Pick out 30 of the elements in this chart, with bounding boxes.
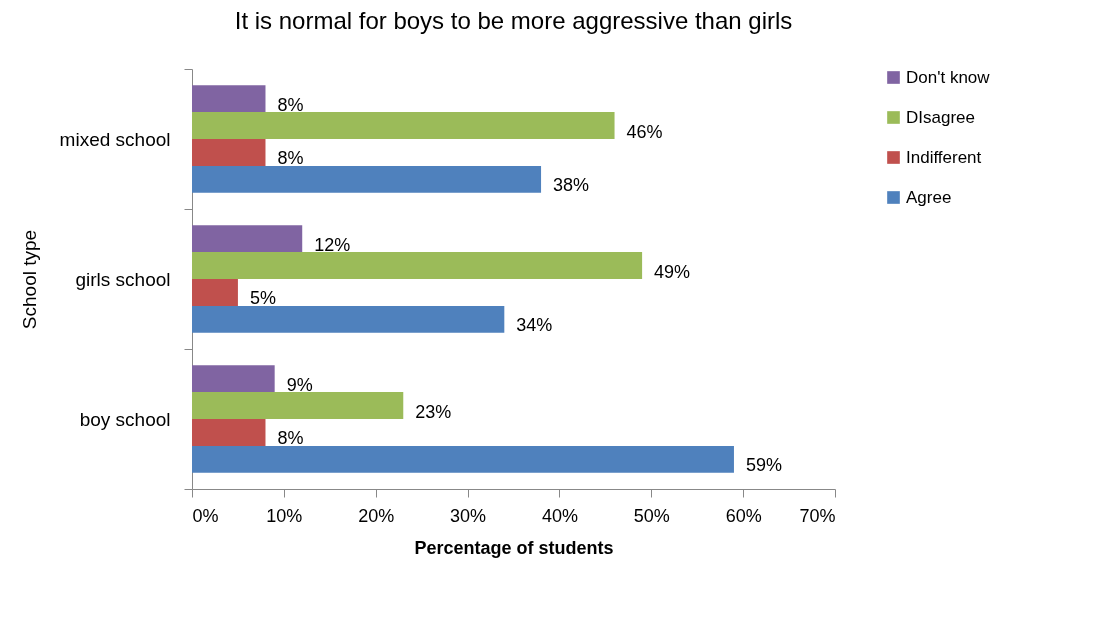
chart-title: It is normal for boys to be more aggressive than girls (234, 7, 793, 34)
x-axis-title: Percentage of students (414, 537, 614, 558)
y-axis-title: School type (18, 229, 40, 330)
data-label: 8% (277, 148, 304, 169)
x-tick-label: 30% (450, 505, 487, 526)
data-label: 12% (314, 234, 351, 255)
x-tick-label: 10% (266, 505, 303, 526)
data-label: 9% (286, 374, 313, 395)
data-label: 8% (277, 428, 304, 449)
legend-label: Don't know (906, 67, 991, 87)
legend-label: Indifferent (906, 147, 982, 167)
y-tick-label: girls school (75, 268, 171, 290)
legend-label: Agree (906, 187, 952, 207)
data-label: 49% (654, 261, 691, 282)
x-tick-label: 70% (799, 505, 836, 526)
legend-label: DIsagree (906, 107, 975, 127)
x-tick-label: 50% (633, 505, 670, 526)
data-label: 8% (277, 94, 304, 115)
x-tick-label: 60% (725, 505, 762, 526)
data-label: 59% (745, 455, 782, 476)
y-tick-label: mixed school (59, 128, 171, 150)
y-tick-label: boy school (79, 408, 171, 430)
data-label: 34% (516, 315, 553, 336)
data-label: 38% (553, 175, 590, 196)
data-label: 5% (249, 288, 276, 309)
x-tick-label: 40% (541, 505, 578, 526)
x-tick-label: 0% (192, 505, 219, 526)
data-label: 46% (626, 121, 663, 142)
data-label: 23% (415, 401, 452, 422)
x-tick-label: 20% (358, 505, 395, 526)
